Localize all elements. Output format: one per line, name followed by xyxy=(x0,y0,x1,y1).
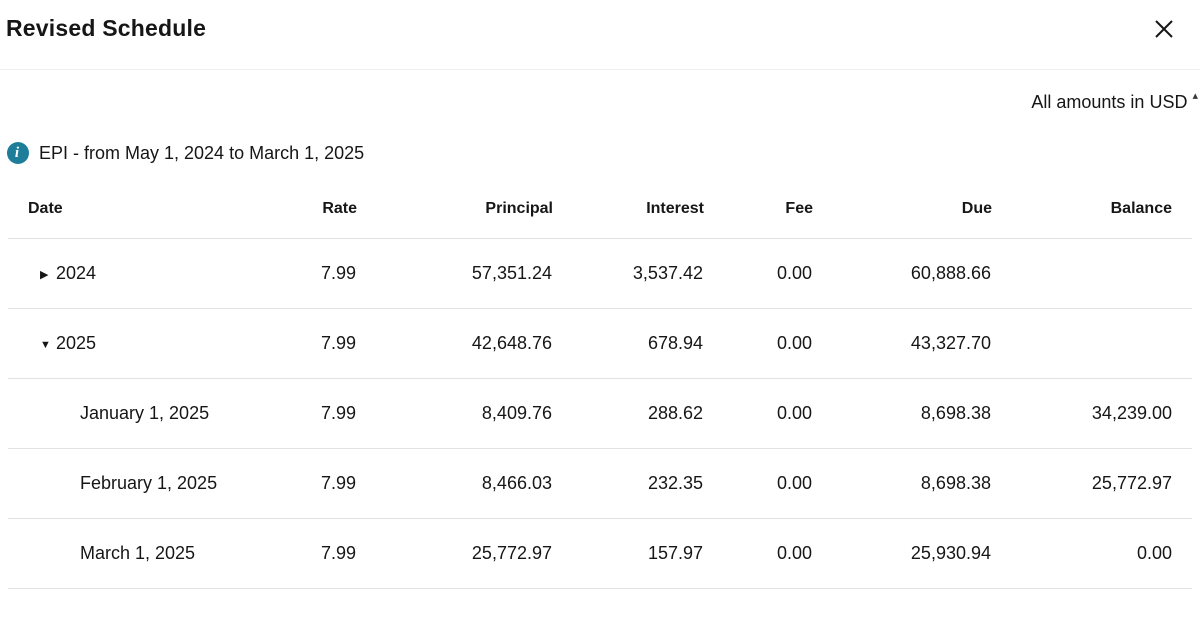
rate-cell: 7.99 xyxy=(228,448,357,519)
schedule-table: Date Rate Principal Interest Fee Due Balance ▶… xyxy=(8,200,1192,589)
year-row[interactable]: ▶ 2024 7.99 57,351.24 3,537.42 0.00 60,888.66 xyxy=(8,238,1192,309)
date-cell: February 1, 2025 xyxy=(8,448,228,519)
fee-cell: 0.00 xyxy=(704,238,813,309)
collapse-icon[interactable]: ▼ xyxy=(40,339,51,351)
principal-cell: 42,648.76 xyxy=(357,308,553,379)
fee-cell: 0.00 xyxy=(704,448,813,519)
due-cell: 60,888.66 xyxy=(813,238,992,309)
date-label: 2025 xyxy=(56,333,97,353)
principal-cell: 25,772.97 xyxy=(357,518,553,589)
date-cell: March 1, 2025 xyxy=(8,518,228,589)
column-header-date: Date xyxy=(8,200,228,239)
balance-cell: 25,772.97 xyxy=(992,448,1192,519)
due-cell: 43,327.70 xyxy=(813,308,992,379)
date-label: February 1, 2025 xyxy=(80,473,218,493)
principal-cell: 57,351.24 xyxy=(357,238,553,309)
due-cell: 8,698.38 xyxy=(813,448,992,519)
due-cell: 25,930.94 xyxy=(813,518,992,589)
date-label: 2024 xyxy=(56,263,97,283)
balance-cell xyxy=(992,308,1192,379)
interest-cell: 157.97 xyxy=(553,518,704,589)
fee-cell: 0.00 xyxy=(704,518,813,589)
column-header-due: Due xyxy=(813,200,992,239)
modal-header: Revised Schedule xyxy=(0,0,1200,70)
rate-cell: 7.99 xyxy=(228,308,357,379)
expand-icon[interactable]: ▶ xyxy=(40,269,49,281)
date-label: March 1, 2025 xyxy=(80,543,196,563)
column-header-balance: Balance xyxy=(992,200,1192,239)
fee-cell: 0.00 xyxy=(704,308,813,379)
schedule-table-body: ▶ 2024 7.99 57,351.24 3,537.42 0.00 60,888.66 ▼… xyxy=(8,238,1192,589)
close-button[interactable] xyxy=(1142,8,1186,52)
rate-cell: 7.99 xyxy=(228,518,357,589)
interest-cell: 232.35 xyxy=(553,448,704,519)
info-icon: i xyxy=(7,142,29,164)
schedule-period-text: EPI - from May 1, 2024 to March 1, 2025 xyxy=(39,142,365,163)
header-row: Date Rate Principal Interest Fee Due Balance xyxy=(8,200,1192,239)
due-cell: 8,698.38 xyxy=(813,378,992,449)
column-header-principal: Principal xyxy=(357,200,553,239)
column-header-rate: Rate xyxy=(228,200,357,239)
principal-cell: 8,409.76 xyxy=(357,378,553,449)
principal-cell: 8,466.03 xyxy=(357,448,553,519)
date-cell: ▼ 2025 xyxy=(8,308,228,379)
interest-cell: 288.62 xyxy=(553,378,704,449)
balance-cell: 0.00 xyxy=(992,518,1192,589)
interest-cell: 3,537.42 xyxy=(553,238,704,309)
interest-cell: 678.94 xyxy=(553,308,704,379)
fee-cell: 0.00 xyxy=(704,378,813,449)
year-row[interactable]: ▼ 2025 7.99 42,648.76 678.94 0.00 43,327.70 xyxy=(8,308,1192,379)
rate-cell: 7.99 xyxy=(228,378,357,449)
footnote-marker-icon: ▴ xyxy=(1192,90,1198,102)
month-row: January 1, 2025 7.99 8,409.76 288.62 0.00 8,6… xyxy=(8,378,1192,449)
balance-cell: 34,239.00 xyxy=(992,378,1192,449)
close-icon xyxy=(1149,14,1179,47)
balance-cell xyxy=(992,238,1192,309)
month-row: February 1, 2025 7.99 8,466.03 232.35 0.00 8,… xyxy=(8,448,1192,519)
schedule-table-header: Date Rate Principal Interest Fee Due Balance xyxy=(8,200,1192,239)
date-cell: ▶ 2024 xyxy=(8,238,228,309)
rate-cell: 7.99 xyxy=(228,238,357,309)
amounts-note: All amounts in USD ▴ xyxy=(0,70,1200,114)
date-label: January 1, 2025 xyxy=(80,403,210,423)
month-row: March 1, 2025 7.99 25,772.97 157.97 0.00 25,9… xyxy=(8,518,1192,589)
amounts-note-text: All amounts in USD xyxy=(1031,92,1188,112)
column-header-interest: Interest xyxy=(553,200,704,239)
column-header-fee: Fee xyxy=(704,200,813,239)
schedule-info-line: i EPI - from May 1, 2024 to March 1, 202… xyxy=(7,142,1200,164)
page-title: Revised Schedule xyxy=(6,15,207,41)
date-cell: January 1, 2025 xyxy=(8,378,228,449)
